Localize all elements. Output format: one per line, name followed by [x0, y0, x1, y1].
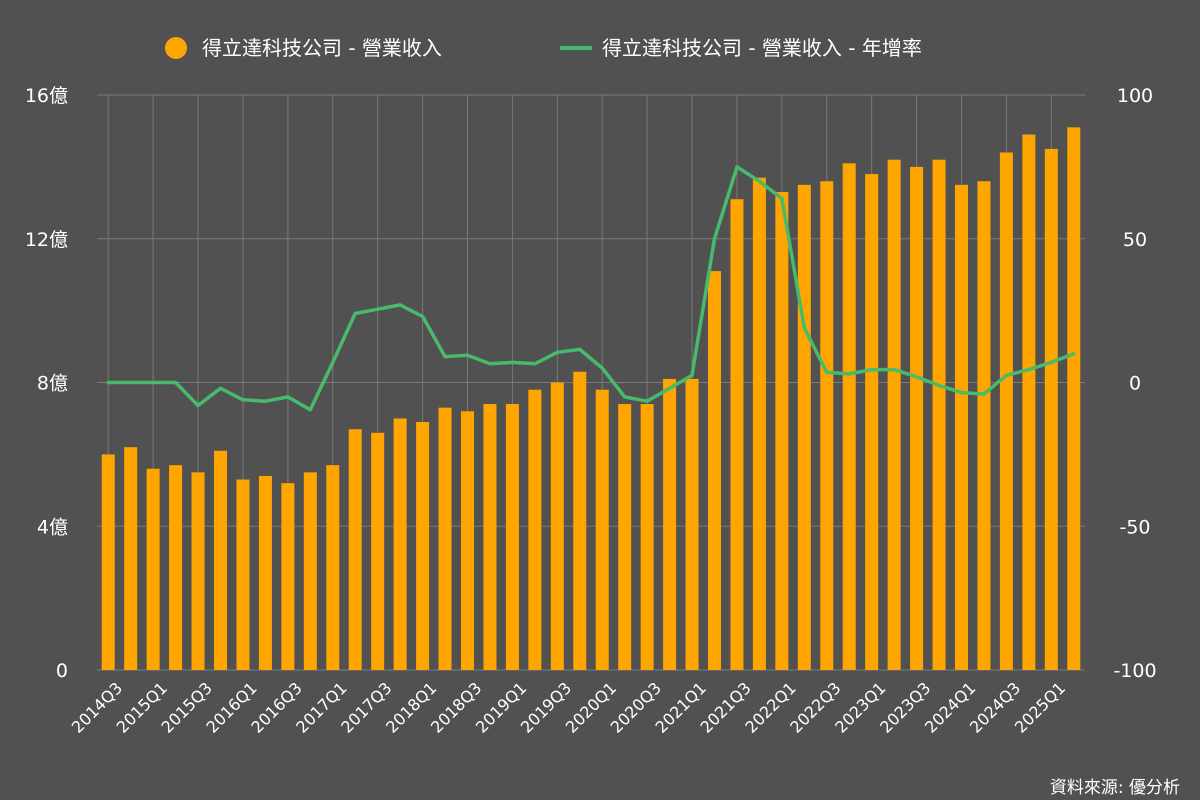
- bar-2015Q1: [146, 468, 160, 670]
- legend-line-label: 得立達科技公司 - 營業收入 - 年增率: [602, 36, 922, 60]
- bar-2022Q1: [775, 192, 789, 670]
- right-tick-label: -100: [1113, 660, 1156, 682]
- source-label: 資料來源: 優分析: [1050, 778, 1180, 798]
- right-tick-label: 50: [1123, 229, 1147, 251]
- bar-2016Q4: [303, 472, 317, 670]
- bar-2017Q3: [371, 432, 385, 670]
- bar-2023Q2: [887, 159, 901, 670]
- bar-2020Q3: [640, 404, 654, 670]
- bar-2021Q2: [707, 271, 722, 670]
- left-tick-label: 4億: [37, 516, 68, 538]
- bar-2024Q1: [954, 184, 969, 670]
- bar-2017Q1: [326, 465, 340, 670]
- bar-2019Q2: [528, 389, 542, 670]
- bar-2021Q4: [752, 177, 766, 670]
- legend-bar-swatch: [165, 37, 187, 59]
- bar-2022Q3: [820, 181, 834, 670]
- yoy-growth-line: [106, 165, 1076, 412]
- bar-2023Q3: [910, 166, 924, 670]
- left-tick-label: 8億: [37, 373, 68, 395]
- legend-bar-label: 得立達科技公司 - 營業收入: [202, 36, 442, 60]
- bar-2025Q1: [1044, 148, 1058, 670]
- bar-2024Q4: [1022, 134, 1036, 670]
- left-tick-label: 0: [56, 660, 68, 682]
- bar-2022Q4: [842, 163, 856, 670]
- right-tick-label: 0: [1129, 373, 1141, 395]
- left-axis-ticks: 0 4億 8億 12億 16億: [25, 85, 68, 682]
- bar-2019Q3: [550, 382, 564, 670]
- bar-2015Q4: [213, 450, 228, 670]
- left-tick-label: 12億: [25, 229, 68, 251]
- bar-2022Q2: [797, 184, 811, 670]
- bar-2016Q1: [236, 479, 250, 670]
- bar-2025Q2: [1067, 127, 1081, 670]
- line-series: [106, 165, 1076, 412]
- bar-2024Q2: [977, 181, 991, 670]
- bar-2015Q3: [191, 472, 205, 670]
- x-axis-ticks: 2014Q32015Q12015Q32016Q12016Q32017Q12017…: [68, 678, 1069, 736]
- bar-2019Q4: [573, 371, 587, 670]
- right-tick-label: 100: [1117, 85, 1153, 107]
- right-tick-label: -50: [1119, 516, 1150, 538]
- bar-series: [101, 127, 1081, 670]
- bar-2018Q4: [483, 404, 497, 670]
- bar-2018Q2: [438, 407, 452, 670]
- bar-2014Q4: [124, 447, 138, 670]
- bar-2023Q4: [932, 159, 946, 670]
- bar-2021Q1: [685, 378, 699, 670]
- bar-2020Q1: [595, 389, 609, 670]
- bar-2019Q1: [505, 404, 519, 670]
- bar-2020Q4: [663, 378, 677, 670]
- bar-2020Q2: [618, 404, 632, 670]
- bar-2016Q2: [258, 475, 272, 670]
- bar-2016Q3: [281, 483, 295, 670]
- bar-2014Q3: [101, 454, 115, 670]
- bar-2017Q2: [348, 429, 362, 670]
- legend: 得立達科技公司 - 營業收入 得立達科技公司 - 營業收入 - 年增率: [165, 36, 922, 60]
- bar-2015Q2: [169, 465, 183, 670]
- bar-2017Q4: [393, 418, 407, 670]
- right-axis-ticks: -100 -50 0 50 100: [1113, 85, 1156, 682]
- bar-2024Q3: [999, 152, 1013, 670]
- left-tick-label: 16億: [25, 85, 68, 107]
- bar-2021Q3: [730, 199, 744, 670]
- bar-2018Q1: [416, 422, 430, 670]
- bar-2018Q3: [460, 411, 475, 670]
- bar-2023Q1: [865, 174, 879, 670]
